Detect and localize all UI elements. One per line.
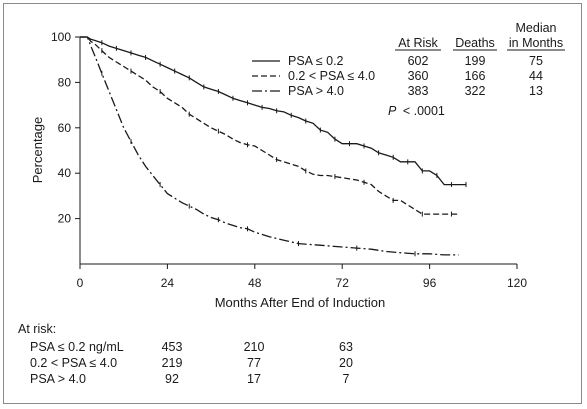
series-line-2 — [80, 36, 459, 215]
legend-pvalue-p: P — [388, 104, 397, 118]
legend-deaths-2: 166 — [465, 69, 486, 83]
at-risk-value-1-3: 63 — [339, 340, 353, 354]
x-tick-label-72: 72 — [336, 276, 350, 290]
at-risk-value-3-3: 7 — [343, 372, 350, 386]
at-risk-value-3-2: 17 — [247, 372, 261, 386]
at-risk-table: At risk: PSA ≤ 0.2 ng/mL 453 210 63 0.2 < PS… — [18, 322, 353, 386]
figure-frame — [3, 3, 582, 404]
at-risk-value-1-2: 210 — [244, 340, 265, 354]
at-risk-value-2-3: 20 — [339, 356, 353, 370]
y-tick-label-20: 20 — [58, 212, 72, 226]
series-line-1 — [80, 36, 466, 186]
at-risk-value-2-2: 77 — [247, 356, 261, 370]
legend-label-3: PSA > 4.0 — [288, 84, 344, 98]
legend-label-1: PSA ≤ 0.2 — [288, 54, 344, 68]
at-risk-row-label-3: PSA > 4.0 — [30, 372, 86, 386]
legend-median-1: 75 — [529, 54, 543, 68]
legend: At Risk Deaths Median in Months PSA ≤ 0.… — [252, 21, 565, 118]
legend-header-median: Median — [516, 21, 557, 35]
legend-header-deaths: Deaths — [455, 36, 495, 50]
at-risk-value-1-1: 453 — [162, 340, 183, 354]
x-tick-label-24: 24 — [161, 276, 175, 290]
y-tick-label-60: 60 — [58, 121, 72, 135]
legend-at-risk-2: 360 — [408, 69, 429, 83]
legend-median-2: 44 — [529, 69, 543, 83]
y-tick-label-100: 100 — [51, 30, 71, 44]
at-risk-title: At risk: — [18, 322, 56, 336]
plot-lines — [80, 36, 467, 257]
series-line-3 — [80, 36, 459, 256]
axes — [79, 37, 517, 265]
y-axis-label: Percentage — [30, 117, 45, 184]
at-risk-value-2-1: 219 — [162, 356, 183, 370]
legend-at-risk-1: 602 — [408, 54, 429, 68]
at-risk-row-label-2: 0.2 < PSA ≤ 4.0 — [30, 356, 117, 370]
legend-pvalue: P < .0001 — [388, 104, 445, 118]
legend-header-at-risk: At Risk — [398, 36, 438, 50]
y-tick-label-80: 80 — [58, 75, 72, 89]
at-risk-value-3-1: 92 — [165, 372, 179, 386]
x-axis-label: Months After End of Induction — [215, 295, 386, 310]
legend-header-median-months: in Months — [509, 36, 563, 50]
y-tick-label-40: 40 — [58, 166, 72, 180]
x-tick-label-120: 120 — [507, 276, 527, 290]
x-tick-label-48: 48 — [248, 276, 262, 290]
legend-deaths-3: 322 — [465, 84, 486, 98]
ticks: 0 24 48 72 96 120 20 40 60 80 100 — [51, 30, 527, 290]
legend-deaths-1: 199 — [465, 54, 486, 68]
legend-label-2: 0.2 < PSA ≤ 4.0 — [288, 69, 375, 83]
at-risk-row-label-1: PSA ≤ 0.2 ng/mL — [30, 340, 124, 354]
x-tick-label-96: 96 — [423, 276, 437, 290]
legend-rows: PSA ≤ 0.2 602 199 75 0.2 < PSA ≤ 4.0 360 166 44… — [252, 54, 543, 98]
x-tick-label-0: 0 — [77, 276, 84, 290]
legend-median-3: 13 — [529, 84, 543, 98]
legend-pvalue-value: < .0001 — [403, 104, 445, 118]
legend-at-risk-3: 383 — [408, 84, 429, 98]
